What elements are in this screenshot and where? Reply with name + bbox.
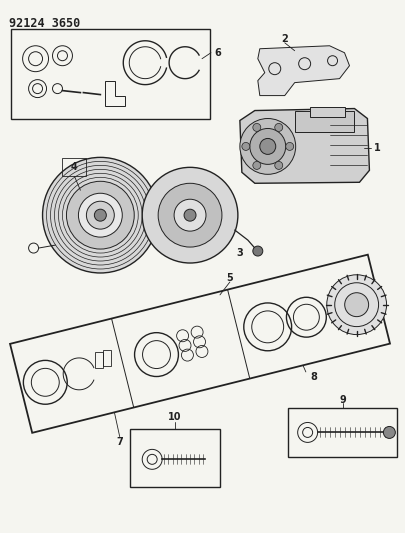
Circle shape	[274, 124, 282, 132]
Text: 4: 4	[71, 163, 78, 172]
Bar	[103, 350, 111, 366]
Circle shape	[259, 139, 275, 155]
Text: 8: 8	[310, 372, 316, 382]
Bar	[294, 110, 354, 133]
Bar	[309, 107, 344, 117]
Bar	[62, 158, 86, 176]
Circle shape	[239, 118, 295, 174]
Circle shape	[86, 201, 114, 229]
Circle shape	[252, 124, 260, 132]
Circle shape	[249, 128, 285, 164]
Text: 92124 3650: 92124 3650	[9, 17, 80, 30]
Text: 7: 7	[116, 437, 123, 447]
Circle shape	[241, 142, 249, 150]
Circle shape	[285, 142, 293, 150]
Circle shape	[252, 161, 260, 169]
Circle shape	[78, 193, 122, 237]
Text: 2: 2	[281, 34, 288, 44]
Circle shape	[94, 209, 106, 221]
Bar	[130, 430, 220, 487]
Text: 9: 9	[338, 394, 345, 405]
Circle shape	[252, 246, 262, 256]
Circle shape	[142, 167, 237, 263]
Circle shape	[344, 293, 368, 317]
Text: 1: 1	[373, 143, 380, 154]
Bar	[11, 29, 209, 118]
Circle shape	[174, 199, 205, 231]
Text: 5: 5	[226, 273, 233, 283]
Polygon shape	[239, 109, 369, 183]
Circle shape	[382, 426, 394, 439]
Bar	[95, 352, 103, 368]
Circle shape	[274, 161, 282, 169]
Circle shape	[66, 181, 134, 249]
Text: 10: 10	[168, 413, 181, 423]
Circle shape	[183, 209, 196, 221]
Circle shape	[43, 157, 158, 273]
Bar	[287, 408, 396, 457]
Text: 3: 3	[236, 248, 243, 258]
Text: 6: 6	[214, 48, 221, 58]
Polygon shape	[257, 46, 349, 95]
Circle shape	[158, 183, 222, 247]
Circle shape	[326, 275, 386, 335]
